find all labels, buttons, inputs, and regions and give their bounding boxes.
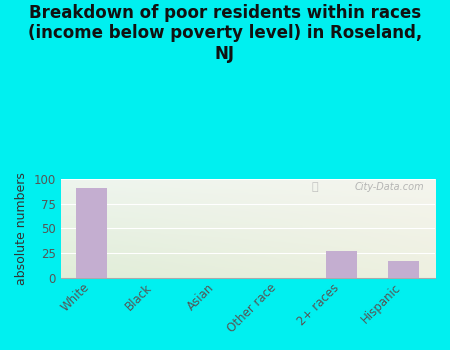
Bar: [388, 261, 419, 278]
Bar: [326, 251, 357, 278]
Text: Ⓜ: Ⓜ: [311, 182, 318, 191]
Y-axis label: absolute numbers: absolute numbers: [15, 172, 28, 285]
Text: City-Data.com: City-Data.com: [354, 182, 424, 191]
Bar: [76, 188, 108, 278]
Text: Breakdown of poor residents within races
(income below poverty level) in Roselan: Breakdown of poor residents within races…: [28, 4, 422, 63]
